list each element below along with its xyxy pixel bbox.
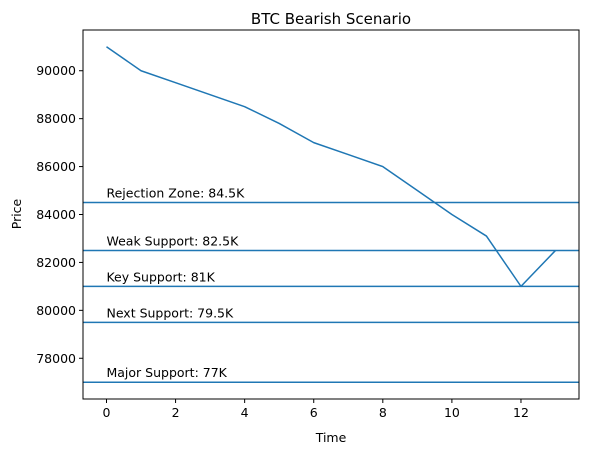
hline-label-1: Weak Support: 82.5K [106,233,239,248]
series-line-0 [106,46,557,288]
hline-label-0: Rejection Zone: 84.5K [106,186,245,201]
y-tick-label-2: 82000 [36,255,76,270]
x-axis-label: Time [315,430,347,445]
hline-label-2: Key Support: 81K [106,269,215,284]
y-tick-label-6: 90000 [36,63,76,78]
y-tick-label-3: 84000 [36,207,76,222]
y-tick-label-1: 80000 [36,303,76,318]
x-axis: 0 2 4 6 8 10 12 [103,399,529,420]
y-axis-label: Price [9,198,24,229]
x-tick-label-5: 10 [444,405,460,420]
y-tick-label-0: 78000 [36,351,76,366]
plot-area: Rejection Zone: 84.5K Weak Support: 82.5K… [83,46,579,383]
x-tick-label-3: 6 [310,405,318,420]
y-tick-label-4: 86000 [36,159,76,174]
chart-title: BTC Bearish Scenario [251,10,411,28]
x-tick-label-1: 2 [172,405,180,420]
y-tick-label-5: 88000 [36,111,76,126]
y-axis: 78000 80000 82000 84000 86000 88000 90000 [36,63,83,366]
x-tick-label-6: 12 [513,405,529,420]
x-tick-label-0: 0 [103,405,111,420]
hline-label-3: Next Support: 79.5K [106,305,234,320]
x-tick-label-2: 4 [241,405,249,420]
plot-frame [82,29,580,400]
hline-label-4: Major Support: 77K [106,365,227,380]
x-tick-label-4: 8 [379,405,387,420]
